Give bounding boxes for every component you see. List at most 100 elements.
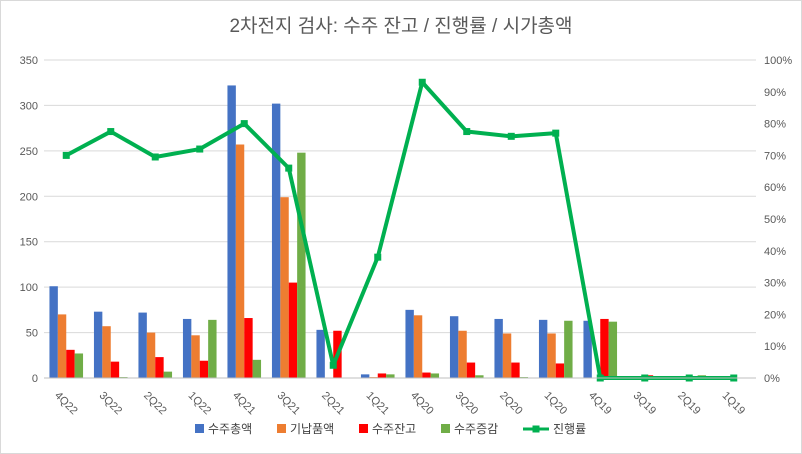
bar bbox=[102, 326, 111, 378]
line-point bbox=[418, 78, 426, 86]
x-tick-label: 2Q22 bbox=[141, 390, 169, 418]
x-tick-label: 3Q20 bbox=[453, 390, 481, 418]
y-tick-label: 150 bbox=[20, 237, 38, 249]
x-tick-label: 3Q21 bbox=[275, 390, 303, 418]
bar bbox=[288, 282, 298, 378]
y-tick-label: 100 bbox=[20, 282, 38, 294]
y-tick-label: 250 bbox=[20, 146, 38, 158]
bar bbox=[235, 144, 245, 378]
legend-item: 수주총액 bbox=[195, 422, 252, 436]
legend-swatch bbox=[195, 424, 204, 433]
x-tick-label: 4Q19 bbox=[586, 390, 614, 418]
x-tick-label: 4Q22 bbox=[52, 390, 80, 418]
x-tick-label: 2Q19 bbox=[675, 390, 703, 418]
y-tick-label: 300 bbox=[20, 100, 38, 112]
y-tick-label: 200 bbox=[20, 191, 38, 203]
bar-series bbox=[49, 85, 707, 379]
x-tick-label: 1Q20 bbox=[542, 390, 570, 418]
bar bbox=[66, 349, 75, 378]
bar bbox=[555, 363, 565, 378]
legend-swatch bbox=[441, 424, 450, 433]
line-series bbox=[62, 78, 738, 382]
line-point bbox=[107, 128, 115, 136]
line-point bbox=[552, 129, 560, 137]
y2-tick-label: 40% bbox=[764, 246, 786, 258]
bar bbox=[199, 360, 209, 378]
bar bbox=[191, 335, 200, 378]
bar bbox=[494, 318, 503, 378]
gridlines bbox=[44, 59, 756, 379]
x-tick-label: 1Q21 bbox=[364, 390, 392, 418]
bar bbox=[430, 373, 440, 378]
x-tick-label: 2Q20 bbox=[497, 390, 525, 418]
y2-tick-label: 100% bbox=[764, 55, 792, 67]
line-point bbox=[62, 151, 70, 159]
y2-tick-label: 60% bbox=[764, 182, 786, 194]
legend-label: 수주잔고 bbox=[372, 422, 416, 436]
line-point bbox=[463, 128, 471, 136]
line-point bbox=[285, 164, 293, 172]
bar bbox=[458, 330, 467, 378]
bar bbox=[110, 361, 120, 378]
y2-tick-label: 30% bbox=[764, 278, 786, 290]
line-point bbox=[240, 120, 248, 128]
bar bbox=[208, 319, 217, 378]
line-point bbox=[374, 253, 382, 261]
y2-tick-label: 0% bbox=[764, 373, 780, 385]
bar bbox=[138, 312, 147, 378]
bar bbox=[502, 333, 512, 378]
y-tick-label: 50 bbox=[26, 328, 38, 340]
bar bbox=[163, 371, 173, 378]
bar bbox=[413, 315, 423, 378]
legend-label: 진행률 bbox=[553, 421, 586, 436]
bar bbox=[466, 362, 476, 378]
legend-marker bbox=[532, 425, 540, 433]
legend-label: 수주증감 bbox=[454, 422, 498, 436]
line-point bbox=[329, 361, 337, 369]
x-tick-label: 1Q19 bbox=[720, 390, 748, 418]
bar bbox=[564, 320, 573, 378]
legend-item: 진행률 bbox=[523, 421, 586, 436]
bar bbox=[49, 286, 58, 378]
legend-item: 수주증감 bbox=[441, 422, 498, 436]
y2-tick-label: 80% bbox=[764, 119, 786, 131]
bar bbox=[600, 318, 609, 378]
bar bbox=[405, 309, 414, 378]
x-tick-label: 4Q21 bbox=[230, 390, 258, 418]
y2-tick-label: 50% bbox=[764, 214, 786, 226]
bar bbox=[227, 85, 236, 378]
line-point bbox=[151, 153, 159, 161]
x-tick-label: 3Q19 bbox=[631, 390, 659, 418]
y2-tick-label: 10% bbox=[764, 341, 786, 353]
x-tick-label: 1Q22 bbox=[186, 390, 214, 418]
bar bbox=[511, 362, 520, 378]
bar bbox=[422, 372, 431, 378]
bar bbox=[583, 320, 592, 378]
legend-swatch bbox=[277, 424, 286, 433]
line-point bbox=[196, 145, 204, 153]
bar bbox=[538, 319, 548, 378]
legend-item: 기납품액 bbox=[277, 422, 334, 436]
bar bbox=[280, 197, 289, 378]
bar bbox=[608, 321, 618, 378]
bar bbox=[74, 353, 84, 378]
x-tick-label: 2Q21 bbox=[319, 390, 347, 418]
bar bbox=[360, 374, 370, 378]
y2-tick-label: 20% bbox=[764, 309, 786, 321]
y-tick-label: 0 bbox=[32, 373, 38, 385]
line-point bbox=[507, 132, 515, 140]
bar bbox=[93, 311, 103, 378]
y2-tick-label: 90% bbox=[764, 87, 786, 99]
x-tick-label: 4Q20 bbox=[408, 390, 436, 418]
x-tick-label: 3Q22 bbox=[97, 390, 125, 418]
legend-swatch bbox=[359, 424, 368, 433]
bar bbox=[146, 332, 156, 378]
bar bbox=[377, 373, 387, 378]
bar bbox=[155, 357, 164, 378]
bar bbox=[547, 333, 556, 378]
y2-tick-label: 70% bbox=[764, 150, 786, 162]
bar bbox=[271, 103, 281, 379]
bar bbox=[475, 375, 484, 378]
bar bbox=[386, 374, 395, 378]
legend: 수주총액 기납품액 수주잔고 수주증감 진행률 bbox=[195, 421, 586, 436]
